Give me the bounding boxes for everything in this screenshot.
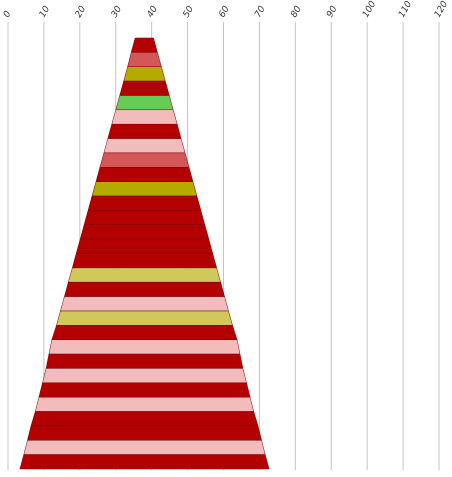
x-tick-label-80: 80 [289,4,304,19]
funnel-bar-23 [45,353,244,369]
funnel-bar-4 [119,80,170,96]
funnel-bar-22 [48,339,241,355]
funnel-bar-18 [64,281,225,297]
funnel-bar-30 [19,454,270,470]
funnel-bars [19,37,270,470]
x-tick-label-110: 110 [397,0,414,20]
funnel-bar-29 [23,440,266,455]
funnel-bar-14 [79,224,210,240]
x-tick-label-30: 30 [110,4,125,19]
funnel-bar-25 [38,382,251,398]
funnel-bar-11 [91,181,198,197]
x-tick-label-70: 70 [253,4,268,19]
x-tick-label-60: 60 [217,4,232,19]
funnel-bar-24 [42,368,247,384]
x-tick-label-120: 120 [433,0,450,20]
funnel-bar-26 [34,396,255,412]
x-tick-label-40: 40 [146,4,161,19]
funnel-bar-21 [51,325,238,340]
funnel-bar-28 [27,425,262,441]
funnel-bar-8 [103,138,186,154]
funnel-bar-13 [83,210,206,226]
funnel-bar-2 [127,52,162,67]
funnel-bar-7 [107,123,182,139]
x-tick-label-90: 90 [325,4,340,19]
x-tick-label-100: 100 [361,0,378,20]
funnel-bar-12 [87,195,202,211]
x-axis-tick-labels: 0 10 20 30 40 50 60 70 80 90 100 110 120 [2,0,450,20]
funnel-bar-9 [99,152,190,168]
funnel-bar-16 [71,253,218,269]
funnel-bar-1 [130,37,158,53]
x-tick-label-10: 10 [38,4,53,19]
x-tick-label-0: 0 [2,9,14,19]
funnel-bar-6 [111,109,178,125]
funnel-bar-19 [60,296,229,312]
x-tick-label-50: 50 [182,4,197,19]
funnel-bar-17 [67,267,221,283]
funnel-bar-20 [56,310,233,326]
funnel-bar-5 [115,95,174,111]
funnel-bar-27 [30,411,259,427]
x-tick-label-20: 20 [74,4,89,19]
funnel-bar-3 [123,66,166,82]
funnel-bar-10 [95,167,194,182]
funnel-bar-15 [75,238,214,254]
